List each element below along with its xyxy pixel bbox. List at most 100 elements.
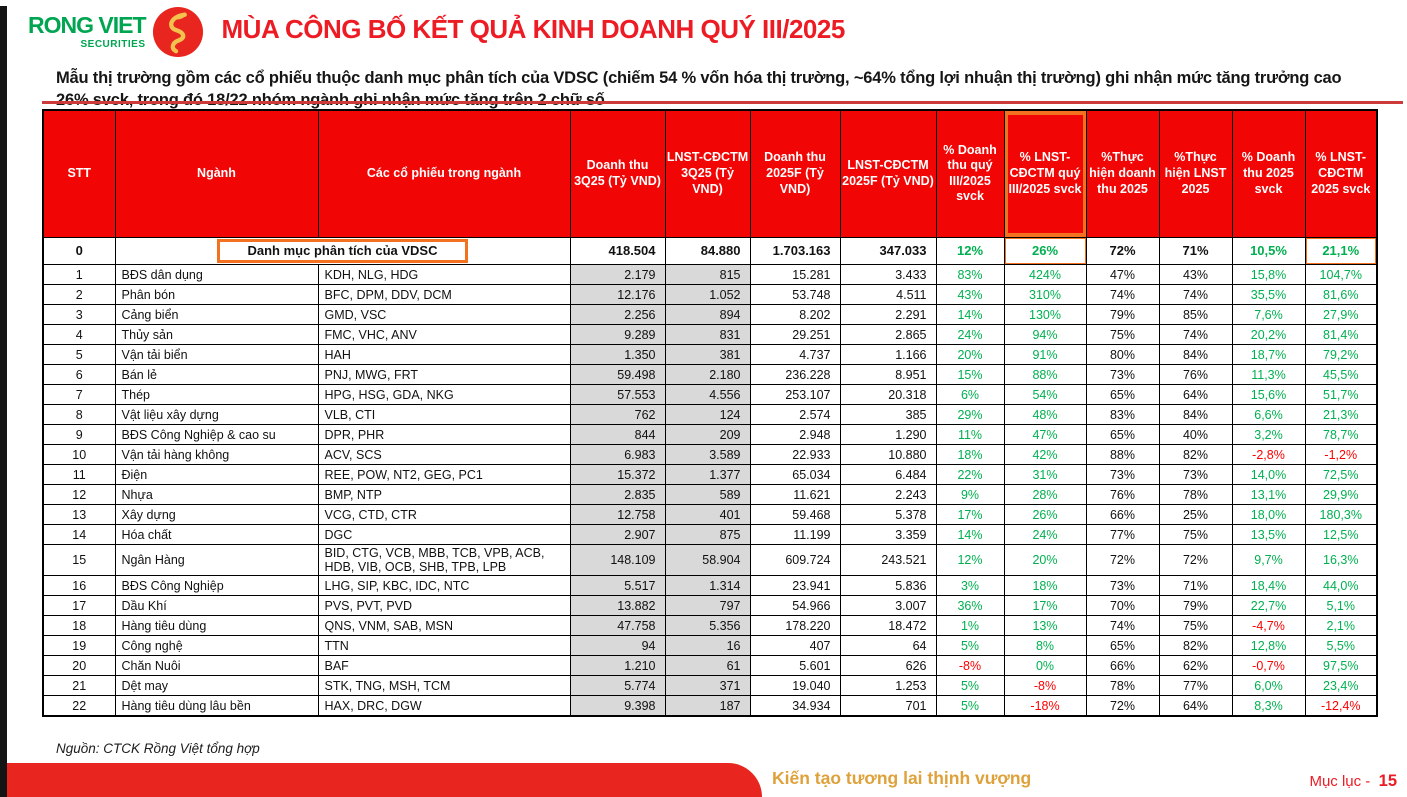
table-cell: 18%	[1003, 575, 1087, 597]
table-cell: 94%	[1003, 324, 1087, 346]
table-cell: 1.210	[569, 655, 666, 677]
table-cell: 79%	[1158, 595, 1233, 617]
summary-statement: Mẫu thị trường gồm các cổ phiếu thuộc da…	[56, 69, 1342, 109]
page-reference[interactable]: Mục lục - 15	[1309, 772, 1397, 791]
table-cell: 64	[839, 635, 937, 657]
summary-value: 347.033	[839, 236, 937, 266]
table-cell: 28%	[1003, 484, 1087, 506]
table-cell: 2.574	[749, 404, 841, 426]
table-cell: BĐS Công Nghiệp	[114, 575, 319, 597]
table-cell: 2.948	[749, 424, 841, 446]
table-row: 3 Cảng biển GMD, VSC 2.256 894 8.202 2.291 14% 1…	[42, 304, 1378, 326]
table-cell: 844	[569, 424, 666, 446]
table-cell: Dầu Khí	[114, 595, 319, 617]
table-cell: 381	[664, 344, 751, 366]
table-row: 9 BĐS Công Nghiệp & cao su DPR, PHR 844 209 2…	[42, 424, 1378, 446]
table-cell: 73%	[1085, 464, 1160, 486]
table-cell: 894	[664, 304, 751, 326]
table-cell: 48%	[1003, 404, 1087, 426]
table-cell: 9%	[935, 484, 1005, 506]
table-cell: 31%	[1003, 464, 1087, 486]
column-header: LNST-CĐCTM 3Q25 (Tỷ VND)	[664, 109, 751, 238]
table-cell: 65%	[1085, 635, 1160, 657]
table-cell: 78%	[1158, 484, 1233, 506]
table-cell: 24%	[1003, 524, 1087, 546]
table-cell: 130%	[1003, 304, 1087, 326]
table-cell: 54.966	[749, 595, 841, 617]
table-cell: 2	[42, 284, 116, 306]
table-cell: 35,5%	[1231, 284, 1306, 306]
table-row: 21 Dệt may STK, TNG, MSH, TCM 5.774 371 19.04…	[42, 675, 1378, 697]
table-cell: 797	[664, 595, 751, 617]
table-cell: 3.007	[839, 595, 937, 617]
column-header: % LNST-CĐCTM quý III/2025 svck	[1003, 109, 1087, 238]
table-cell: 5%	[935, 695, 1005, 717]
table-cell: 94	[569, 635, 666, 657]
table-cell: 253.107	[749, 384, 841, 406]
table-cell: 11%	[935, 424, 1005, 446]
table-cell: 97,5%	[1304, 655, 1378, 677]
table-cell: 57.553	[569, 384, 666, 406]
table-cell: 6,0%	[1231, 675, 1306, 697]
table-cell: 15%	[935, 364, 1005, 386]
table-cell: 74%	[1158, 284, 1233, 306]
table-cell: 3.433	[839, 264, 937, 286]
page-number: 15	[1378, 772, 1397, 790]
summary-value: 10,5%	[1231, 236, 1306, 266]
table-cell: 178.220	[749, 615, 841, 637]
table-cell: 12.176	[569, 284, 666, 306]
table-cell: 18	[42, 615, 116, 637]
table-cell: 4.556	[664, 384, 751, 406]
table-cell: 424%	[1003, 264, 1087, 286]
table-cell: 148.109	[569, 544, 666, 577]
table-cell: Vận tải biển	[114, 344, 319, 366]
table-cell: 75%	[1158, 524, 1233, 546]
table-cell: 59.498	[569, 364, 666, 386]
table-cell: 65.034	[749, 464, 841, 486]
table-cell: BFC, DPM, DDV, DCM	[317, 284, 571, 306]
table-cell: 3%	[935, 575, 1005, 597]
table-cell: -12,4%	[1304, 695, 1378, 717]
table-cell: 3.589	[664, 444, 751, 466]
table-cell: 24%	[935, 324, 1005, 346]
table-cell: 64%	[1158, 695, 1233, 717]
table-cell: 22.933	[749, 444, 841, 466]
table-cell: 1.350	[569, 344, 666, 366]
table-cell: 79,2%	[1304, 344, 1378, 366]
table-cell: GMD, VSC	[317, 304, 571, 326]
table-cell: 20	[42, 655, 116, 677]
table-cell: 88%	[1085, 444, 1160, 466]
table-cell: Hàng tiêu dùng	[114, 615, 319, 637]
table-cell: FMC, VHC, ANV	[317, 324, 571, 346]
table-cell: 78%	[1085, 675, 1160, 697]
table-cell: 16,3%	[1304, 544, 1378, 577]
table-cell: 9.289	[569, 324, 666, 346]
table-cell: 6.983	[569, 444, 666, 466]
table-cell: 42%	[1003, 444, 1087, 466]
table-cell: STK, TNG, MSH, TCM	[317, 675, 571, 697]
table-cell: 22,7%	[1231, 595, 1306, 617]
table-cell: 15,8%	[1231, 264, 1306, 286]
table-cell: 5.836	[839, 575, 937, 597]
table-cell: 44,0%	[1304, 575, 1378, 597]
summary-value: 418.504	[569, 236, 666, 266]
table-cell: 9	[42, 424, 116, 446]
results-table: STT Ngành Các cổ phiếu trong ngành Doanh th…	[42, 109, 1378, 717]
table-cell: 51,7%	[1304, 384, 1378, 406]
table-cell: 4.737	[749, 344, 841, 366]
column-header: Doanh thu 3Q25 (Tỷ VND)	[569, 109, 666, 238]
table-cell: 20%	[1003, 544, 1087, 577]
table-cell: 77%	[1158, 675, 1233, 697]
table-cell: 15.281	[749, 264, 841, 286]
table-cell: 75%	[1158, 615, 1233, 637]
table-cell: 371	[664, 675, 751, 697]
table-cell: 15,6%	[1231, 384, 1306, 406]
table-cell: PNJ, MWG, FRT	[317, 364, 571, 386]
table-cell: 73%	[1158, 464, 1233, 486]
table-cell: 78,7%	[1304, 424, 1378, 446]
table-cell: 5.378	[839, 504, 937, 526]
table-cell: 5,5%	[1304, 635, 1378, 657]
table-cell: 17%	[1003, 595, 1087, 617]
table-cell: 29.251	[749, 324, 841, 346]
table-cell: Thép	[114, 384, 319, 406]
